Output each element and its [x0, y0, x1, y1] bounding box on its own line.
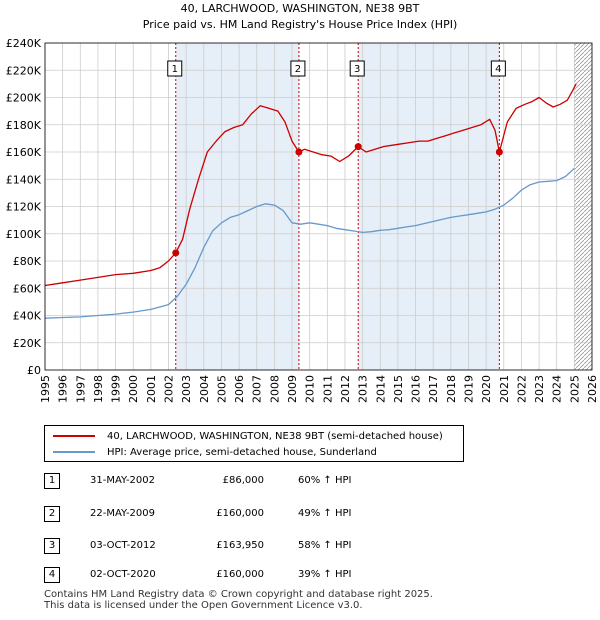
footer-line-1: Contains HM Land Registry data © Crown c…	[44, 589, 433, 600]
transaction-label: 1	[172, 64, 178, 75]
y-tick-label: £0	[27, 364, 41, 377]
plot-frame	[44, 42, 593, 371]
transaction-point	[354, 143, 362, 151]
y-tick-label: £160K	[6, 146, 42, 159]
transaction-date: 22-MAY-2009	[90, 508, 156, 519]
x-tick-label: 2008	[268, 375, 281, 403]
x-tick-label: 2003	[180, 375, 193, 403]
transaction-markers: 1 2 3 4	[167, 43, 506, 370]
transaction-date: 31-MAY-2002	[90, 475, 156, 486]
legend-swatch-property	[53, 435, 95, 437]
x-tick-label: 1998	[92, 375, 105, 403]
transaction-point	[495, 148, 503, 156]
transaction-label: 3	[354, 64, 360, 75]
x-tick-label: 1995	[39, 375, 52, 403]
transaction-hpi: 60% ↑ HPI	[298, 475, 352, 486]
x-tick-label: 2021	[498, 375, 511, 403]
table-row: 4 02-OCT-2020 £160,000 39% ↑ HPI	[44, 567, 444, 585]
y-tick-label: £60K	[13, 282, 42, 295]
series	[44, 83, 577, 319]
x-tick-label: 2002	[163, 375, 176, 403]
legend-item-property: 40, LARCHWOOD, WASHINGTON, NE38 9BT (sem…	[53, 428, 443, 444]
transaction-label-box	[167, 60, 183, 77]
transaction-point	[172, 249, 180, 257]
x-tick-label: 2017	[427, 375, 440, 403]
x-tick-label: 2001	[145, 375, 158, 403]
transaction-hpi: 58% ↑ HPI	[298, 540, 352, 551]
transaction-badge: 3	[44, 538, 60, 554]
y-tick-label: £200K	[6, 92, 42, 105]
transaction-label-box	[290, 60, 306, 77]
x-tick-label: 2025	[568, 375, 581, 403]
y-tick-label: £120K	[6, 201, 42, 214]
x-tick-label: 2012	[339, 375, 352, 403]
legend: 40, LARCHWOOD, WASHINGTON, NE38 9BT (sem…	[44, 425, 464, 462]
x-tick-label: 2018	[445, 375, 458, 403]
series-line-hpi	[44, 167, 575, 319]
transaction-date: 02-OCT-2020	[90, 569, 156, 580]
y-tick-label: £80K	[13, 255, 42, 268]
transaction-label-box	[490, 60, 506, 77]
x-tick-label: 2020	[480, 375, 493, 403]
x-tick-label: 1999	[110, 375, 123, 403]
y-tick-label: £220K	[6, 64, 42, 77]
axes: £0 £20K £40K £60K £80K £100K £120K £140K £160K £1…	[6, 37, 599, 403]
y-tick-label: £240K	[6, 37, 42, 50]
x-tick-label: 2007	[251, 375, 264, 403]
table-row: 2 22-MAY-2009 £160,000 49% ↑ HPI	[44, 506, 444, 524]
table-row: 1 31-MAY-2002 £86,000 60% ↑ HPI	[44, 473, 444, 491]
legend-item-hpi: HPI: Average price, semi-detached house,…	[53, 444, 377, 460]
transaction-date: 03-OCT-2012	[90, 540, 156, 551]
series-line-property	[44, 83, 577, 287]
x-tick-label: 2024	[551, 375, 564, 403]
transaction-point	[295, 148, 303, 156]
x-tick-label: 2014	[374, 375, 387, 403]
x-tick-label: 2004	[198, 375, 211, 403]
footer: Contains HM Land Registry data © Crown c…	[44, 589, 433, 611]
table-row: 3 03-OCT-2012 £163,950 58% ↑ HPI	[44, 538, 444, 556]
x-tick-label: 2010	[304, 375, 317, 403]
y-tick-label: £180K	[6, 119, 42, 132]
transaction-points	[172, 143, 503, 257]
transaction-price: £160,000	[216, 569, 264, 580]
transaction-label-box	[349, 60, 365, 77]
x-tick-label: 2013	[357, 375, 370, 403]
footer-line-2: This data is licensed under the Open Gov…	[44, 600, 363, 611]
transaction-label: 4	[495, 64, 501, 75]
y-tick-label: £40K	[13, 310, 42, 323]
price-chart: 40, LARCHWOOD, WASHINGTON, NE38 9BT Pric…	[6, 2, 599, 403]
y-tick-label: £140K	[6, 173, 42, 186]
legend-swatch-hpi	[53, 451, 95, 453]
y-tick-label: £100K	[6, 228, 42, 241]
transaction-label: 2	[295, 64, 301, 75]
transaction-price: £86,000	[222, 475, 264, 486]
x-tick-label: 2006	[233, 375, 246, 403]
x-tick-label: 2026	[586, 375, 599, 403]
chart-subtitle: Price paid vs. HM Land Registry's House …	[143, 18, 458, 31]
x-tick-label: 2019	[462, 375, 475, 403]
chart-title: 40, LARCHWOOD, WASHINGTON, NE38 9BT	[181, 2, 420, 15]
y-tick-label: £20K	[13, 337, 42, 350]
legend-label-hpi: HPI: Average price, semi-detached house,…	[107, 446, 377, 458]
x-tick-label: 2022	[515, 375, 528, 403]
transaction-price: £163,950	[216, 540, 264, 551]
transaction-price: £160,000	[216, 508, 264, 519]
x-tick-label: 2011	[321, 375, 334, 403]
legend-label-property: 40, LARCHWOOD, WASHINGTON, NE38 9BT (sem…	[107, 430, 443, 442]
x-tick-label: 2009	[286, 375, 299, 403]
transaction-badge: 4	[44, 567, 60, 583]
transaction-hpi: 49% ↑ HPI	[298, 508, 352, 519]
x-tick-label: 2016	[410, 375, 423, 403]
x-tick-label: 1997	[74, 375, 87, 403]
transaction-badge: 2	[44, 506, 60, 522]
x-tick-label: 1996	[57, 375, 70, 403]
x-tick-label: 2005	[215, 375, 228, 403]
x-tick-label: 2023	[533, 375, 546, 403]
transaction-hpi: 39% ↑ HPI	[298, 569, 352, 580]
x-tick-label: 2000	[127, 375, 140, 403]
transaction-badge: 1	[44, 473, 60, 489]
x-tick-label: 2015	[392, 375, 405, 403]
grid	[44, 42, 593, 371]
